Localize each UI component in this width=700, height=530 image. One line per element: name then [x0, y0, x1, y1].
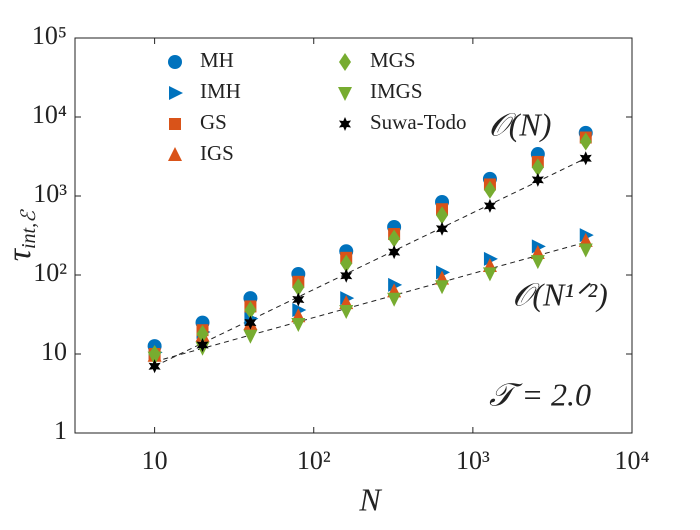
- marker: [531, 172, 544, 187]
- x-tick-label: 10⁴: [614, 446, 649, 475]
- marker: [388, 277, 403, 292]
- marker: [531, 158, 544, 177]
- annotation: 𝒯 = 2.0: [489, 376, 591, 412]
- marker: [482, 267, 497, 282]
- marker: [483, 180, 496, 199]
- marker: [579, 151, 592, 166]
- y-tick-label: 10²: [33, 258, 67, 287]
- legend-label: IMGS: [370, 79, 423, 103]
- y-label-main: τ: [1, 247, 38, 261]
- legend-label: IMH: [200, 79, 241, 103]
- y-tick-label: 10⁵: [32, 21, 67, 50]
- x-tick-label: 10: [142, 446, 168, 475]
- marker: [340, 254, 353, 273]
- legend-label: MGS: [370, 48, 416, 72]
- y-tick-label: 10⁴: [32, 100, 67, 129]
- marker: [387, 292, 402, 307]
- marker: [483, 198, 496, 213]
- legend-marker: [168, 55, 182, 69]
- fit-line: [154, 241, 586, 363]
- marker: [388, 229, 401, 248]
- y-tick-label: 1: [54, 416, 67, 445]
- y-tick-label: 10: [41, 337, 67, 366]
- marker: [483, 251, 498, 266]
- marker: [578, 232, 593, 247]
- legend-label: IGS: [200, 141, 234, 165]
- legend-marker: [169, 118, 181, 130]
- marker: [530, 255, 545, 270]
- marker: [244, 315, 257, 330]
- marker: [244, 301, 257, 320]
- marker: [435, 221, 449, 236]
- marker: [292, 278, 305, 297]
- legend-marker: [168, 147, 182, 161]
- marker: [578, 243, 593, 258]
- fit-label: 𝒪(N¹ᐟ²): [512, 276, 608, 312]
- legend-label: GS: [200, 110, 227, 134]
- marker: [436, 206, 449, 225]
- x-tick-label: 10³: [456, 446, 490, 475]
- x-axis-label: N: [358, 481, 382, 517]
- plot-frame: [74, 37, 633, 434]
- y-tick-label: 10³: [33, 179, 67, 208]
- marker: [531, 239, 546, 254]
- legend-marker: [338, 117, 352, 131]
- marker: [148, 359, 161, 374]
- marker: [579, 132, 592, 151]
- marker: [291, 317, 306, 332]
- x-tick-label: 10²: [297, 446, 331, 475]
- marker: [292, 292, 305, 307]
- legend-label: MH: [200, 48, 234, 72]
- legend-label: Suwa-Todo: [370, 110, 467, 134]
- y-label-sub: int,ℰ: [18, 209, 40, 249]
- marker: [196, 324, 209, 343]
- legend-marker: [338, 87, 352, 101]
- marker: [435, 280, 450, 295]
- legend-marker: [169, 86, 183, 100]
- fit-label: 𝒪(N): [489, 106, 552, 142]
- marker: [340, 268, 353, 283]
- marker: [243, 329, 258, 344]
- fit-line: [154, 157, 586, 367]
- marker: [147, 351, 162, 366]
- y-axis-label: τint,ℰ: [1, 209, 40, 261]
- legend-marker: [339, 53, 351, 71]
- marker: [339, 305, 354, 320]
- marker: [388, 245, 401, 260]
- marker: [196, 337, 209, 352]
